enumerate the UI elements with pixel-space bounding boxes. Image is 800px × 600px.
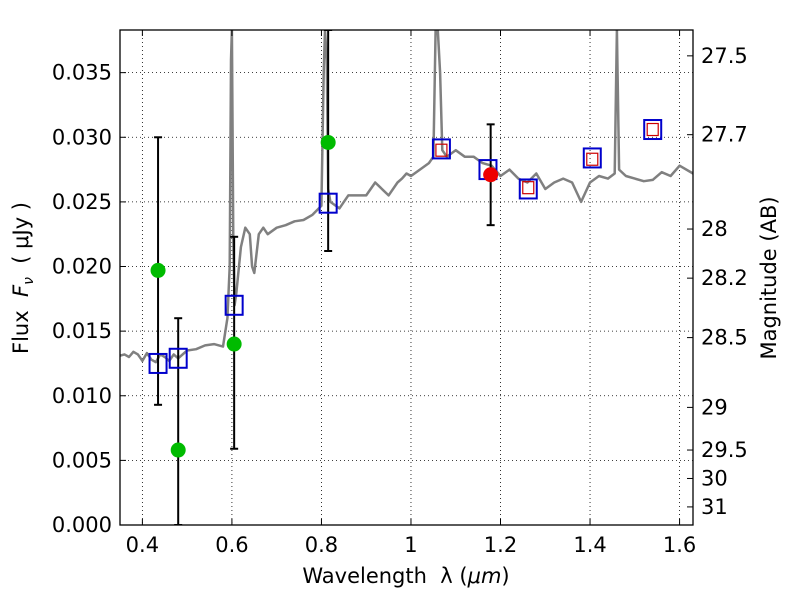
y2-tick-label: 27.5 — [701, 44, 748, 68]
flux-circle-marker — [170, 442, 186, 458]
y-tick-label: 0.000 — [52, 513, 112, 537]
model-square-marker — [431, 138, 451, 160]
observed-square-marker — [646, 122, 659, 137]
model-square-marker — [518, 178, 538, 200]
x-tick-label: 1.6 — [663, 533, 696, 557]
y-tick-label: 0.035 — [52, 61, 112, 85]
y2-tick-label: 29 — [701, 395, 728, 419]
y2-tick-label: 28.2 — [701, 266, 748, 290]
x-tick-label: 1.4 — [573, 533, 606, 557]
model-square-marker — [318, 192, 338, 214]
observed-square-marker — [586, 152, 599, 166]
y2-tick-label: 27.7 — [701, 123, 748, 147]
axis-ticks: 0.4 0.6 0.8 1 1.2 1.4 1.6 0.000 0.005 0.010 0.015 0… — [52, 30, 748, 557]
y-tick-label: 0.010 — [52, 384, 112, 408]
plot-frame — [119, 29, 694, 526]
x-tick-label: 0.4 — [126, 533, 159, 557]
flux-circle-marker — [226, 336, 242, 352]
flux-circle-marker — [320, 134, 336, 150]
model-square-marker — [643, 119, 663, 141]
y-tick-label: 0.030 — [52, 125, 112, 149]
model-spectrum — [120, 30, 693, 364]
observed-square-marker — [435, 143, 448, 157]
y-tick-label: 0.025 — [52, 190, 112, 214]
y-tick-label: 0.005 — [52, 448, 112, 472]
flux-circle-marker — [150, 262, 166, 278]
flux-circle-marker — [483, 167, 499, 183]
model-square-marker — [224, 294, 244, 316]
observed-square-marker — [522, 181, 535, 195]
y-tick-label: 0.015 — [52, 319, 112, 343]
plot-area — [120, 30, 693, 525]
x-tick-label: 0.6 — [215, 533, 248, 557]
model-square-marker — [582, 147, 602, 169]
data-markers — [148, 119, 663, 458]
x-tick-label: 0.8 — [305, 533, 338, 557]
y2-tick-label: 28 — [701, 217, 728, 241]
y-axis-label: Flux Fν ( μJy ) — [9, 202, 37, 354]
y2-tick-label: 30 — [701, 466, 728, 490]
x-tick-label: 1.2 — [484, 533, 517, 557]
spectrum-line — [120, 30, 693, 364]
x-axis-label: Wavelength λ (μm) — [302, 564, 509, 588]
y2-tick-label: 29.5 — [701, 438, 748, 462]
y-tick-label: 0.020 — [52, 255, 112, 279]
grid — [120, 30, 693, 526]
x-tick-label: 1 — [404, 533, 417, 557]
y2-tick-label: 28.5 — [701, 326, 748, 350]
y2-tick-label: 31 — [701, 495, 728, 519]
model-square-marker — [168, 347, 188, 369]
y2-axis-label: Magnitude (AB) — [757, 196, 781, 359]
model-square-marker — [148, 352, 168, 374]
